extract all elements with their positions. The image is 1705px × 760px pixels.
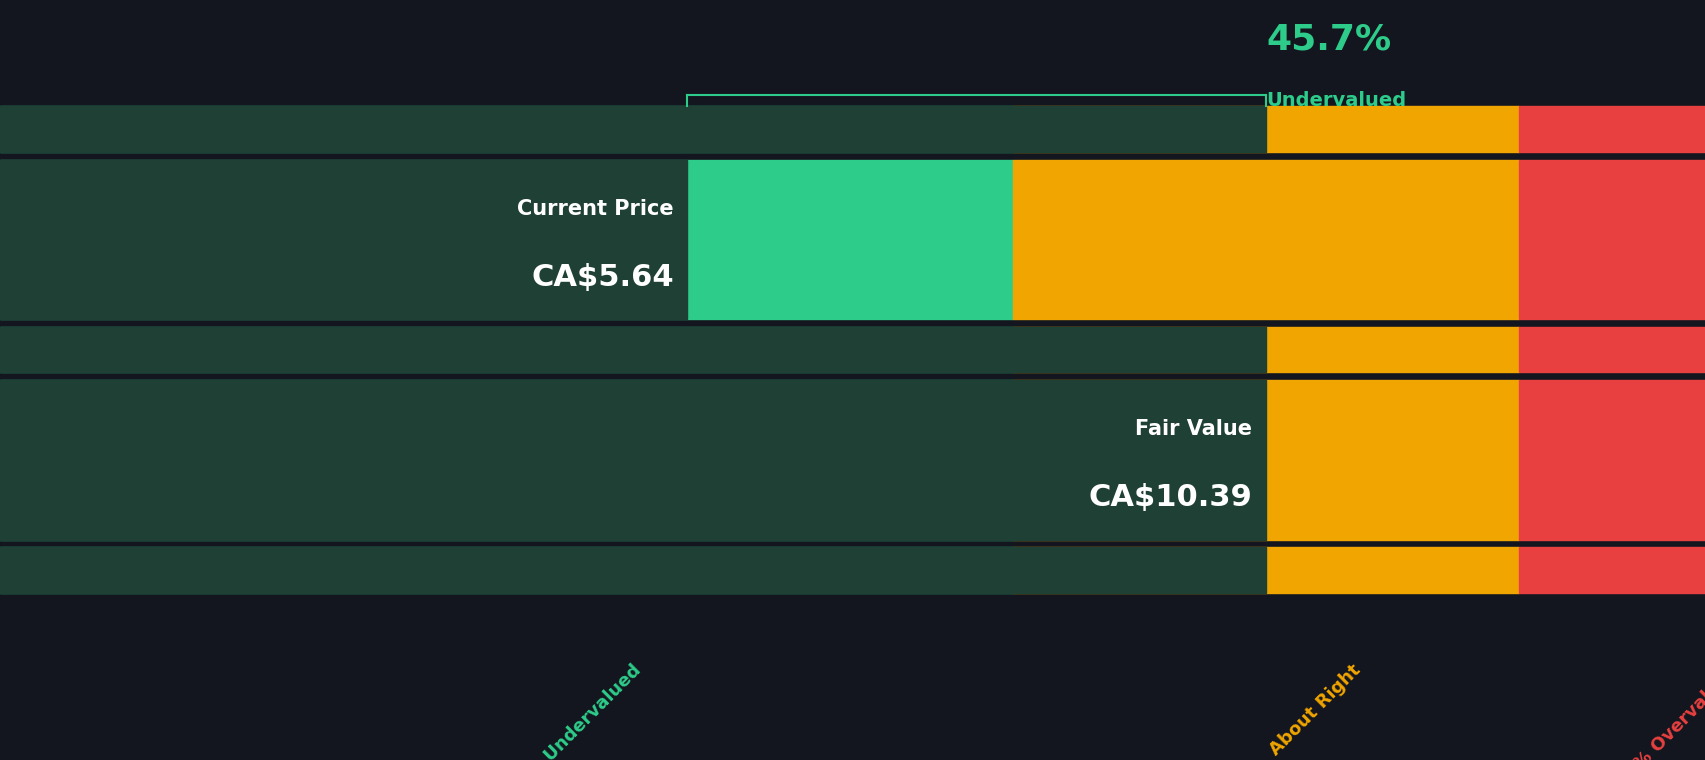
Text: 20% Undervalued: 20% Undervalued	[506, 661, 644, 760]
Bar	[0, 327, 1013, 372]
Bar	[0, 327, 1265, 372]
Bar	[1519, 160, 1705, 319]
Text: CA$10.39: CA$10.39	[1088, 483, 1251, 512]
Bar	[1013, 106, 1519, 152]
Bar	[0, 106, 1013, 152]
Bar	[1013, 380, 1519, 540]
Bar	[0, 160, 1013, 319]
Text: 20% Overvalued: 20% Overvalued	[1611, 661, 1705, 760]
Text: Current Price: Current Price	[517, 199, 673, 219]
Bar	[0, 380, 1013, 540]
Bar	[1519, 106, 1705, 152]
Text: Undervalued: Undervalued	[1265, 91, 1405, 110]
Bar	[1013, 160, 1519, 319]
Bar	[1013, 327, 1519, 372]
Text: 45.7%: 45.7%	[1265, 23, 1390, 57]
Bar	[1519, 547, 1705, 593]
Bar	[0, 106, 1265, 152]
Text: Fair Value: Fair Value	[1136, 420, 1251, 439]
Bar	[0, 547, 1265, 593]
Bar	[1519, 327, 1705, 372]
Bar	[0, 547, 1013, 593]
Bar	[0, 380, 1265, 540]
Text: CA$5.64: CA$5.64	[530, 263, 673, 292]
Text: About Right: About Right	[1265, 661, 1364, 759]
Bar	[0, 160, 687, 319]
Bar	[1519, 380, 1705, 540]
Bar	[1013, 547, 1519, 593]
